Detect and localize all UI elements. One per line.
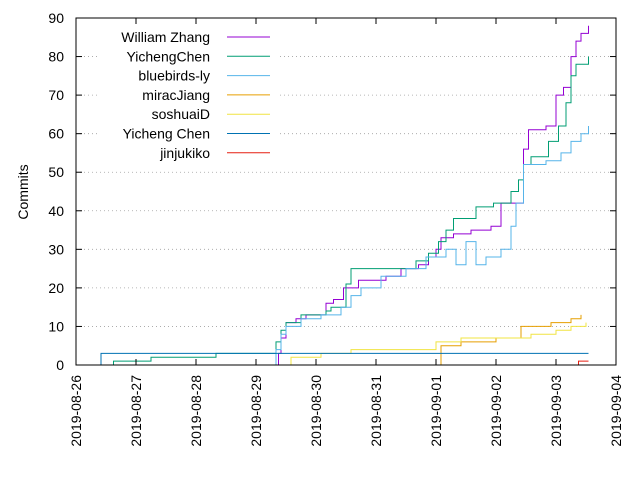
- series-line-bluebirds-ly: [271, 126, 589, 366]
- legend-label-jinjukiko: jinjukiko: [159, 145, 210, 161]
- y-tick-label: 30: [48, 241, 64, 257]
- series-line-miracjiang: [438, 314, 582, 366]
- x-tick-label: 2019-09-03: [548, 375, 564, 447]
- x-tick-label: 2019-08-29: [248, 375, 264, 447]
- y-tick-label: 0: [56, 357, 64, 373]
- series-line-soshuaid: [286, 322, 587, 366]
- x-tick-label: 2019-09-01: [428, 375, 444, 447]
- series-line-william-zhang: [276, 25, 589, 366]
- plot-frame: [75, 17, 617, 366]
- y-tick-label: 90: [48, 10, 64, 26]
- x-tick-label: 2019-09-02: [488, 375, 504, 447]
- y-tick-label: 60: [48, 126, 64, 142]
- y-tick-label: 70: [48, 87, 64, 103]
- y-tick-label: 10: [48, 318, 64, 334]
- legend-bg: [100, 85, 280, 103]
- y-tick-label: 40: [48, 203, 64, 219]
- legend-bg: [100, 143, 280, 161]
- x-tick-label: 2019-09-04: [608, 375, 624, 447]
- legend-label-yichengchen: YichengChen: [126, 48, 210, 64]
- y-tick-label: 80: [48, 49, 64, 65]
- series-layer: [100, 25, 589, 366]
- legend-bg: [100, 66, 280, 84]
- y-axis-label: Commits: [15, 164, 31, 219]
- legend-label-soshuaid: soshuaiD: [152, 106, 210, 122]
- x-tick-label: 2019-08-28: [188, 375, 204, 447]
- x-tick-label: 2019-08-26: [68, 375, 84, 447]
- legend-label-bluebirds-ly: bluebirds-ly: [138, 68, 210, 84]
- x-tick-label: 2019-08-31: [368, 375, 384, 447]
- legend-bg: [100, 124, 280, 142]
- series-line-jinjukiko: [578, 360, 589, 365]
- x-tick-label: 2019-08-27: [128, 375, 144, 447]
- axis-ticks: 0 10 20 30 40 50 60 70 80 90 2019-08-26 2019-08-27 2…: [48, 10, 624, 447]
- legend-label-william-zhang: William Zhang: [121, 29, 210, 45]
- x-tick-label: 2019-08-30: [308, 375, 324, 447]
- series-line-yicheng-chen: [100, 352, 589, 365]
- legend-label-miracjiang: miracJiang: [142, 87, 210, 103]
- legend-bg: [100, 28, 280, 45]
- y-tick-label: 20: [48, 280, 64, 296]
- legend-bg: [100, 105, 280, 123]
- legend: William Zhang YichengChen bluebirds-ly mira…: [100, 28, 280, 161]
- legend-label-yicheng-chen: Yicheng Chen: [123, 126, 210, 142]
- y-tick-label: 50: [48, 164, 64, 180]
- legend-bg: [100, 47, 280, 65]
